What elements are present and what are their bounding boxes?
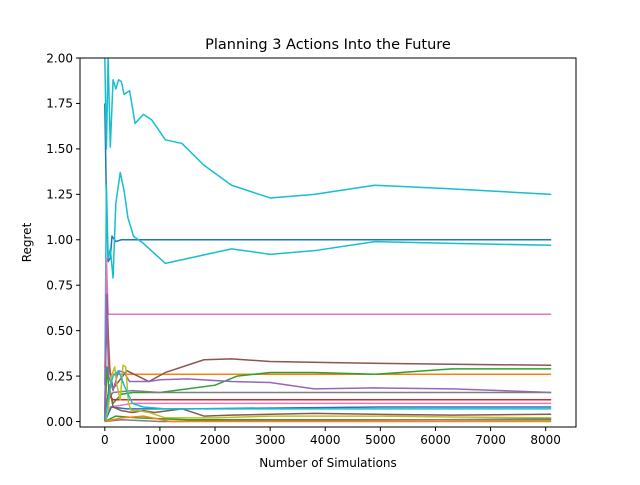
y-tick-label: 1.75 — [46, 97, 73, 111]
y-tick-label: 2.00 — [46, 51, 73, 65]
y-tick-label: 1.50 — [46, 142, 73, 156]
x-tick-label: 6000 — [420, 433, 451, 447]
series-line-3 — [104, 171, 552, 386]
x-tick-label: 7000 — [475, 433, 506, 447]
x-tick-label: 0 — [101, 433, 109, 447]
series-line-18 — [104, 415, 552, 423]
x-axis-ticks: 0 1000 2000 3000 4000 5000 6000 7000 8000 — [101, 427, 561, 447]
series-line-15 — [104, 369, 552, 422]
y-tick-label: 0.75 — [46, 279, 73, 293]
series-layer — [104, 58, 552, 423]
y-tick-label: 1.00 — [46, 233, 73, 247]
y-tick-label: 1.25 — [46, 188, 73, 202]
y-tick-label: 0.00 — [46, 415, 73, 429]
chart-title: Planning 3 Actions Into the Future — [205, 37, 451, 53]
y-tick-label: 0.25 — [46, 369, 73, 383]
series-line-4 — [104, 257, 552, 422]
series-line-11 — [104, 402, 552, 422]
y-axis-label: Regret — [20, 222, 34, 262]
plot-area-background — [80, 58, 576, 427]
series-line-1 — [104, 103, 552, 263]
y-axis-ticks: 0.00 0.25 0.50 0.75 1.00 1.25 1.50 1.75 2.00 — [46, 51, 80, 429]
x-tick-label: 3000 — [255, 433, 286, 447]
series-line-8 — [104, 293, 552, 422]
x-tick-label: 4000 — [310, 433, 341, 447]
x-tick-label: 1000 — [145, 433, 176, 447]
plot-frame — [79, 57, 577, 428]
x-tick-label: 8000 — [530, 433, 561, 447]
series-line-2 — [104, 58, 552, 199]
x-axis-label: Number of Simulations — [259, 456, 397, 470]
x-tick-label: 2000 — [200, 433, 231, 447]
y-tick-label: 0.50 — [46, 324, 73, 338]
series-line-14 — [104, 364, 552, 422]
x-tick-label: 5000 — [365, 433, 396, 447]
